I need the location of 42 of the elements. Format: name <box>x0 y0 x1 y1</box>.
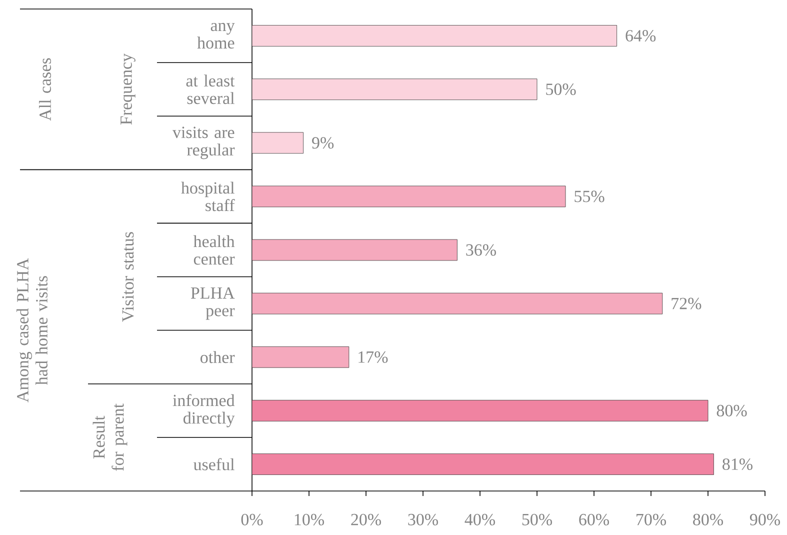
bar <box>252 292 663 314</box>
data-label: 81% <box>722 458 752 470</box>
x-tick-label: 80% <box>693 514 723 526</box>
data-label: 9% <box>312 137 334 149</box>
text: All cases <box>39 58 51 121</box>
bar <box>252 132 304 154</box>
bar <box>252 78 538 100</box>
text: Visitor status <box>122 232 134 322</box>
x-tick-label: 60% <box>579 514 609 526</box>
x-tick-label: 40% <box>464 514 496 526</box>
x-tick-label: 10% <box>294 514 324 526</box>
data-label: 55% <box>574 190 604 202</box>
x-tick-label: 70% <box>636 514 666 526</box>
text: Among cased PLHA had home visits <box>16 258 48 402</box>
bar <box>252 186 566 208</box>
data-label: 50% <box>546 84 576 96</box>
data-label: 72% <box>672 298 702 310</box>
y-tick-label: PLHA peer <box>190 287 235 320</box>
y-tick-label: useful <box>193 458 234 470</box>
x-tick-label: 30% <box>408 514 438 526</box>
x-tick-label: 90% <box>750 514 780 526</box>
text: Frequency <box>120 53 136 125</box>
x-tick-label: 50% <box>522 514 552 526</box>
bar <box>252 25 618 46</box>
y-tick-label: other <box>200 351 235 364</box>
bar <box>252 346 350 368</box>
y-tick-label: visits are regular <box>172 126 235 160</box>
y-tick-label: health center <box>193 235 235 265</box>
y-tick-label: hospital staff <box>181 182 235 212</box>
y-tick-label: at least several <box>186 74 235 104</box>
data-label: 36% <box>466 244 496 256</box>
bar <box>252 400 708 422</box>
text: Result for parent <box>92 404 128 471</box>
y-tick-label: any home <box>197 22 235 49</box>
y-tick-label: informed directly <box>172 394 235 428</box>
data-label: 17% <box>358 351 388 363</box>
x-tick-label: 0% <box>241 514 263 526</box>
bar <box>252 239 458 261</box>
bar <box>252 454 714 475</box>
data-label: 80% <box>716 404 747 416</box>
data-label: 64% <box>626 30 656 42</box>
x-tick-label: 20% <box>351 514 382 526</box>
